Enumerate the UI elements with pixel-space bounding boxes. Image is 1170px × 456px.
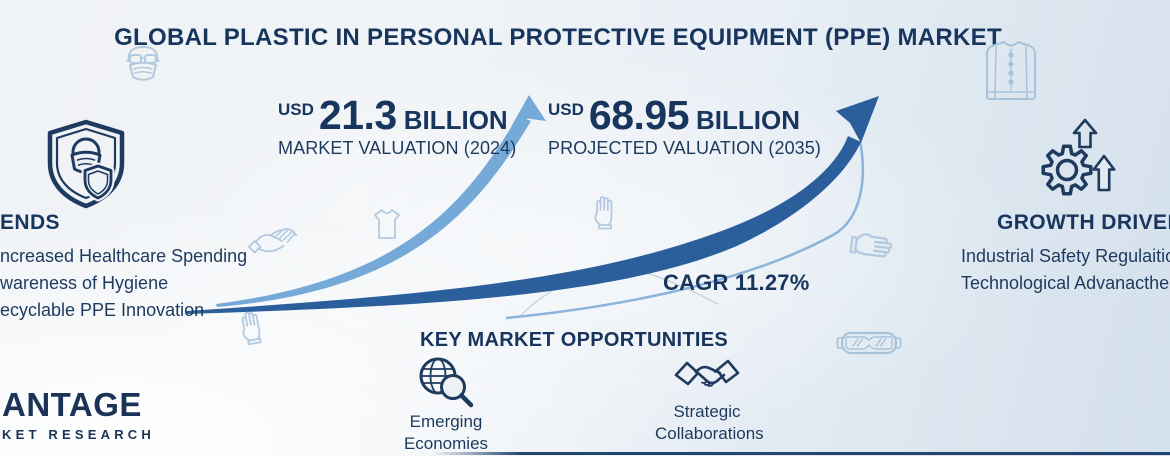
stat-value-row: USD 68.95 BILLION [548, 92, 800, 138]
shield-mask-icon [44, 118, 136, 212]
goggles-icon [836, 324, 902, 366]
stat-unit: BILLION [403, 105, 508, 135]
stat-caption: MARKET VALUATION (2024) [278, 138, 517, 158]
page-title: GLOBAL PLASTIC IN PERSONAL PROTECTIVE EQ… [114, 24, 1002, 51]
trend-item: ncreased Healthcare Spending [0, 246, 248, 266]
gear-up-arrows-icon [1040, 116, 1116, 200]
currency-label: USD [278, 100, 314, 119]
opportunity-strategic-collaborations: Strategic Collaborations [655, 355, 764, 445]
trend-item: ecyclable PPE Innovation [0, 300, 205, 320]
face-mask-icon [120, 44, 166, 84]
opportunity-label: Strategic Collaborations [655, 402, 764, 443]
handshake-icon [655, 355, 759, 399]
growth-arrow-dark [186, 96, 879, 314]
brand-logo: ANTAGE KET RESEARCH [2, 388, 155, 442]
pointing-glove-icon [846, 227, 897, 268]
opportunity-label: Emerging Economies [403, 412, 489, 453]
logo-name: ANTAGE [2, 386, 142, 423]
growth-driver-item: Industrial Safety Regulaition [961, 246, 1170, 266]
stat-unit: BILLION [696, 105, 801, 135]
opportunity-emerging-economies: Emerging Economies [401, 355, 491, 455]
stat-market-valuation: USD 21.3 BILLION MARKET VALUATION (2024) [278, 92, 517, 159]
trend-curve-thin [505, 140, 865, 320]
gown-icon [372, 208, 402, 240]
stat-caption: PROJECTED VALUATION (2035) [548, 138, 821, 158]
logo-subtitle: KET RESEARCH [2, 427, 155, 442]
growth-drivers-heading: GROWTH DRIVERS [997, 211, 1170, 234]
glove-icon [591, 193, 619, 231]
globe-magnifier-icon [401, 355, 491, 409]
stat-value: 21.3 [318, 92, 397, 138]
stat-value-row: USD 21.3 BILLION [278, 92, 508, 138]
growth-arrow-light [216, 95, 546, 307]
trend-item: wareness of Hygiene [0, 273, 169, 293]
opportunities-heading: KEY MARKET OPPORTUNITIES [420, 329, 728, 351]
stat-value: 68.95 [588, 92, 690, 138]
growth-driver-item: Technological Advanacthent [961, 273, 1170, 293]
growth-drivers-list: Industrial Safety Regulaition Technologi… [961, 243, 1170, 297]
currency-label: USD [548, 100, 584, 119]
trends-list: ncreased Healthcare Spending wareness of… [0, 243, 247, 324]
cagr-label: CAGR 11.27% [663, 270, 810, 295]
lab-coat-icon [978, 37, 1044, 105]
trends-heading: ENDS [0, 211, 60, 234]
washing-hands-icon [246, 220, 300, 262]
bottom-divider [432, 452, 1170, 455]
stat-projected-valuation: USD 68.95 BILLION PROJECTED VALUATION (203… [548, 92, 821, 159]
